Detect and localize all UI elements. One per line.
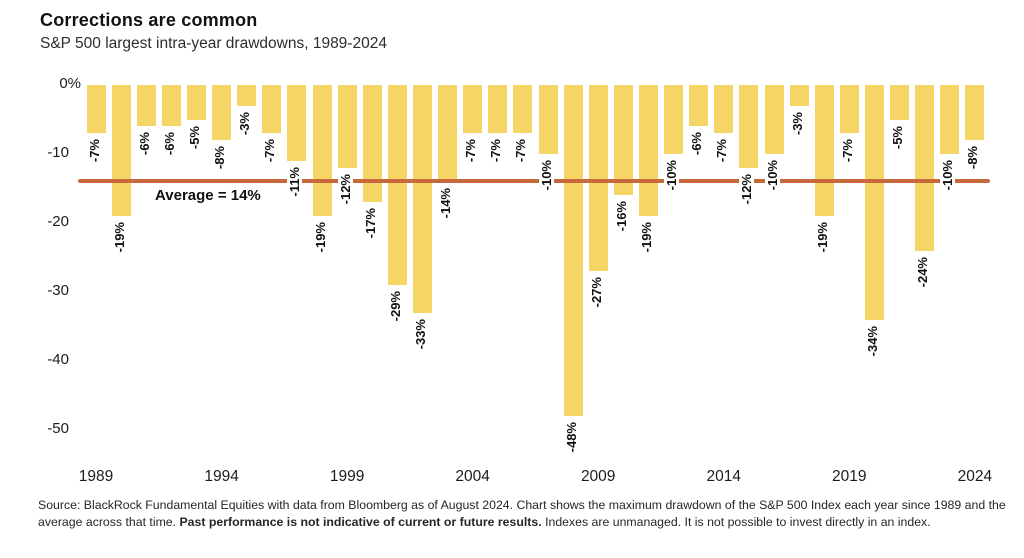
x-axis-tick-label: 2004: [455, 468, 490, 485]
drawdown-bar: [387, 85, 407, 286]
drawdown-bar: [111, 85, 131, 217]
drawdown-bar: [890, 85, 909, 120]
bar-value-label: -16%: [613, 199, 629, 234]
x-axis-tick-label: 1989: [78, 468, 114, 485]
x-axis-tick-label: 1999: [329, 468, 365, 485]
bar-value-label: -5%: [890, 123, 905, 151]
drawdown-bar: [714, 85, 734, 134]
chart-subtitle: S&P 500 largest intra-year drawdowns, 19…: [40, 35, 387, 52]
bar-value-label: -12%: [739, 171, 755, 207]
drawdown-bar: [764, 85, 784, 154]
drawdown-bar: [161, 85, 181, 127]
drawdown-bar: [337, 85, 357, 168]
bar-value-label: -7%: [262, 137, 278, 165]
bar-value-label: -19%: [312, 220, 328, 255]
drawdown-bar: [538, 85, 558, 154]
bar-value-label: -6%: [136, 130, 152, 158]
y-axis-tick-label: -50: [47, 420, 69, 437]
bar-value-label: -19%: [814, 220, 830, 255]
bar-value-label: -19%: [638, 220, 654, 255]
bar-value-label: -14%: [438, 185, 453, 220]
y-axis-tick-label: -40: [47, 351, 69, 368]
bar-value-label: -7%: [714, 137, 730, 165]
drawdown-bar: [915, 85, 935, 251]
drawdown-bar: [86, 85, 106, 134]
bar-value-label: -8%: [965, 144, 981, 172]
bar-value-label: -48%: [563, 420, 579, 455]
drawdown-bar: [362, 85, 382, 203]
bar-value-label: -10%: [538, 158, 554, 193]
drawdown-bar: [312, 85, 332, 217]
drawdown-bar: [186, 85, 206, 120]
drawdown-bar: [689, 85, 709, 127]
bar-value-label: -6%: [689, 130, 705, 158]
drawdown-bar: [789, 85, 809, 106]
disclaimer-text: Indexes are unmanaged. It is not possibl…: [541, 514, 931, 529]
drawdown-bar: [262, 85, 282, 134]
y-axis-tick-label: -30: [47, 282, 69, 299]
bar-value-label: -7%: [86, 137, 102, 165]
x-axis-tick-label: 1994: [204, 468, 239, 485]
bar-value-label: -10%: [664, 158, 679, 193]
drawdown-bar: [965, 85, 985, 141]
y-axis-tick-label: 0%: [59, 75, 81, 92]
bar-value-label: -19%: [111, 220, 127, 255]
bar-value-label: -3%: [789, 109, 805, 137]
bar-value-label: -27%: [588, 275, 604, 310]
drawdown-bar: [613, 85, 633, 196]
y-axis-tick-label: -20: [47, 213, 69, 230]
drawdown-bar: [463, 85, 483, 134]
drawdown-bar: [438, 85, 457, 182]
drawdown-bar: [136, 85, 156, 127]
drawdown-bar: [814, 85, 834, 217]
bar-value-label: -12%: [337, 171, 353, 207]
drawdown-bar: [412, 85, 432, 313]
bar-value-label: -34%: [864, 323, 880, 358]
bar-value-label: -8%: [212, 144, 228, 172]
drawdown-bar: [237, 85, 257, 106]
drawdown-bar: [739, 85, 759, 168]
bar-value-label: -7%: [839, 137, 855, 165]
bar-value-label: -7%: [463, 137, 479, 165]
bar-value-label: -7%: [488, 137, 504, 165]
disclaimer-bold-text: Past performance is not indicative of cu…: [179, 514, 542, 529]
average-line: [78, 179, 990, 183]
drawdown-bar: [839, 85, 859, 134]
source-text: Source: BlackRock Fundamental Equities w…: [38, 498, 1006, 529]
source-disclaimer: Source: BlackRock Fundamental Equities w…: [38, 497, 1010, 531]
bar-value-label: -33%: [412, 316, 428, 352]
chart-title: Corrections are common: [40, 10, 258, 30]
drawdown-bar: [563, 85, 583, 417]
bar-value-label: -24%: [915, 254, 931, 289]
bar-value-label: -3%: [237, 109, 253, 137]
bar-value-label: -29%: [387, 289, 403, 324]
x-axis-tick-label: 2024: [957, 468, 993, 485]
average-line-label: Average = 14%: [155, 187, 261, 204]
drawdown-bar: [212, 85, 232, 141]
bar-value-label: -11%: [287, 164, 303, 199]
bar-value-label: -5%: [186, 123, 202, 151]
drawdown-bar: [638, 85, 658, 217]
x-axis-tick-label: 2019: [832, 468, 867, 485]
drawdown-bar: [940, 85, 960, 154]
bar-value-label: -10%: [940, 158, 956, 193]
bar-value-label: -10%: [764, 158, 780, 193]
drawdown-bar: [864, 85, 884, 320]
drawdown-bar: [488, 85, 508, 134]
bar-value-label: -6%: [161, 130, 177, 158]
bar-value-label: -7%: [513, 137, 529, 165]
drawdown-bar: [588, 85, 608, 272]
bar-value-label: -17%: [362, 206, 378, 241]
drawdown-bar: [664, 85, 683, 154]
drawdown-bar: [513, 85, 533, 134]
drawdown-bar: [287, 85, 307, 161]
x-axis-tick-label: 2014: [706, 468, 742, 485]
y-axis-tick-label: -10: [47, 144, 69, 161]
x-axis-tick-label: 2009: [580, 468, 616, 485]
